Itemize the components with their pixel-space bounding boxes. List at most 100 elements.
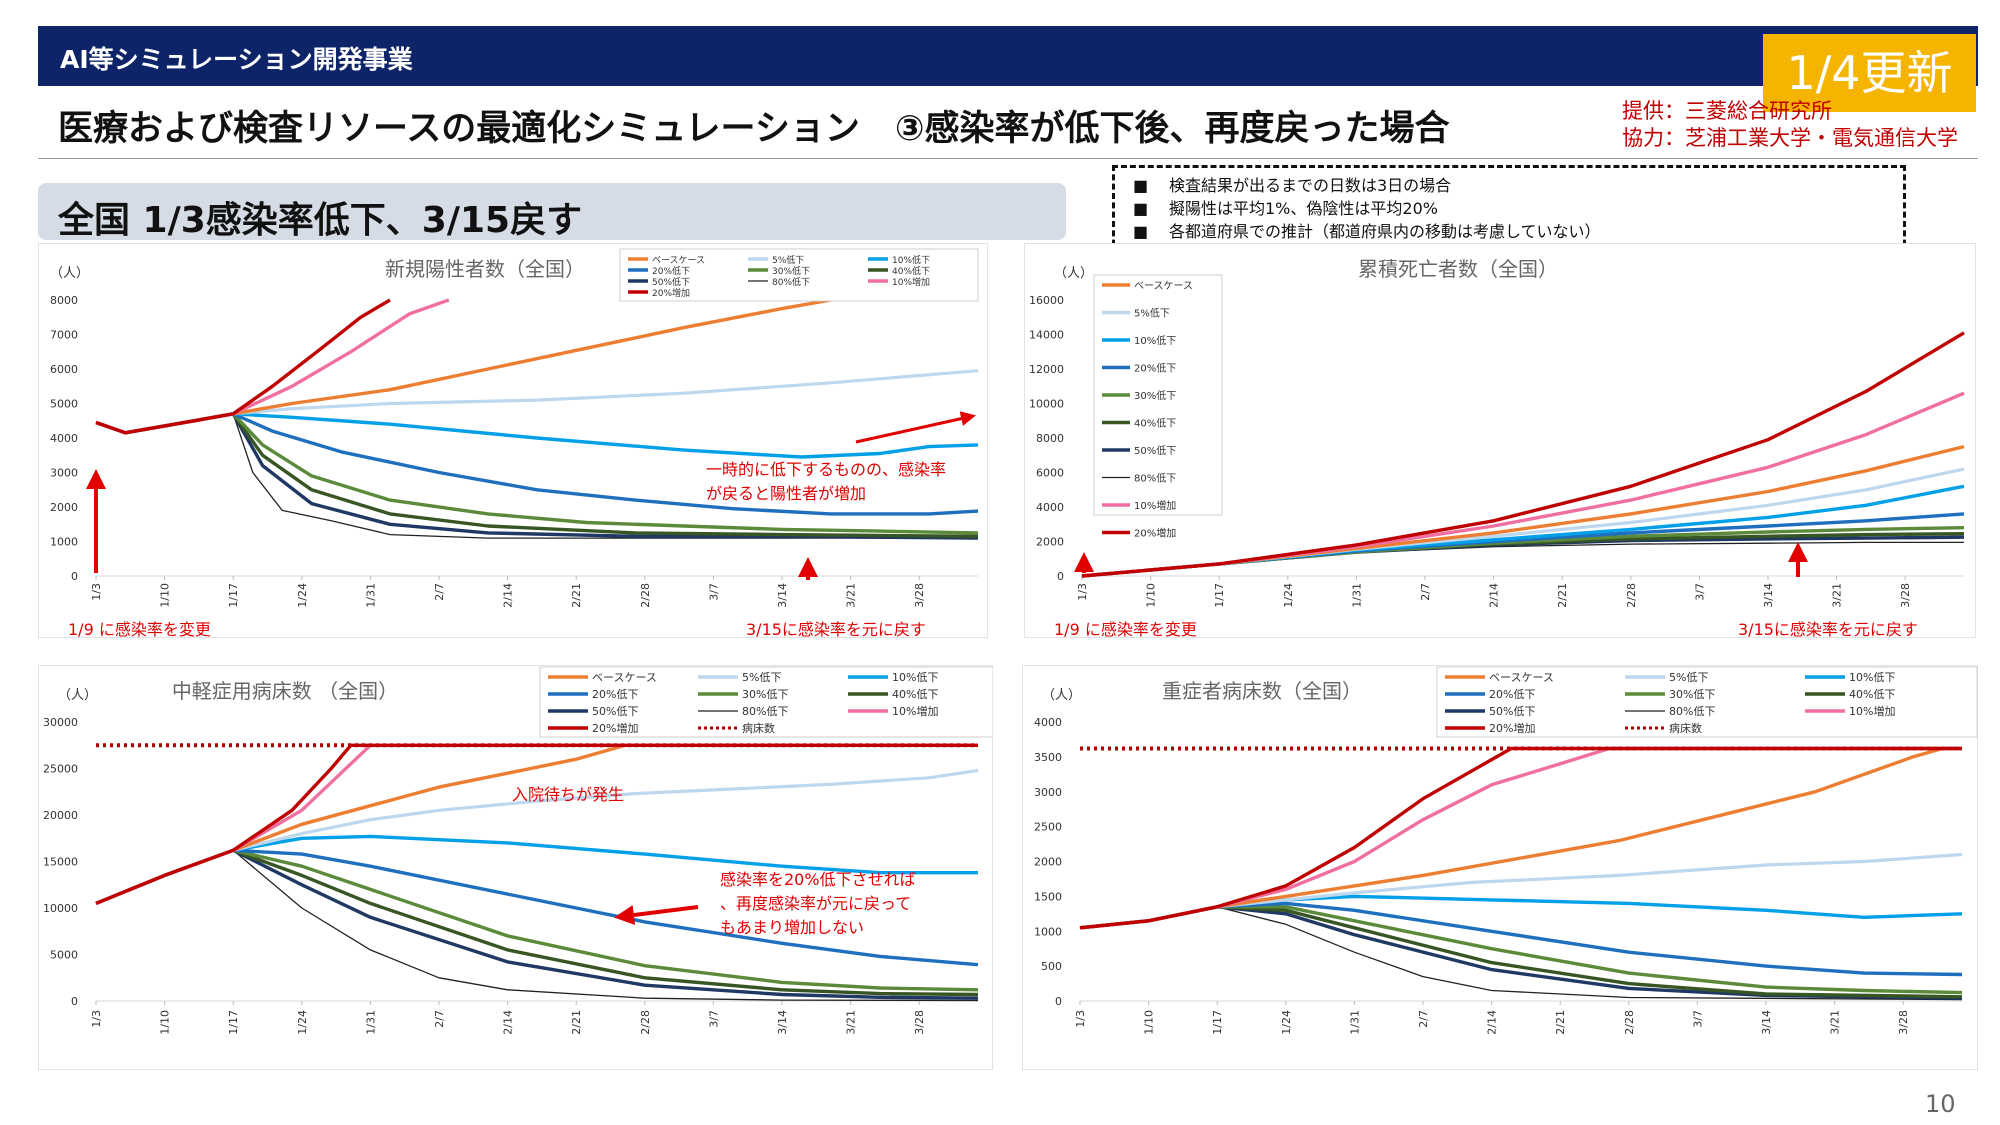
legend-label: 10%増加 bbox=[892, 705, 938, 718]
condition-text: 擬陽性は平均1%、偽陰性は平均20% bbox=[1169, 199, 1438, 218]
y-tick-label: 0 bbox=[1057, 570, 1064, 583]
condition-text: 検査結果が出るまでの日数は3日の場合 bbox=[1169, 176, 1452, 195]
chart-title: 累積死亡者数（全国） bbox=[1358, 257, 1558, 281]
chart-moderate-beds: 中軽症用病床数 （全国） （人） 0 5000 10000 15000 20000 25000… bbox=[38, 665, 993, 1070]
legend-label: 10%低下 bbox=[892, 254, 930, 266]
y-tick-label: 25000 bbox=[43, 763, 78, 776]
y-tick-label: 8000 bbox=[1036, 432, 1064, 445]
x-tick-label: 3/28 bbox=[1899, 583, 1912, 608]
legend-box bbox=[1436, 666, 1978, 738]
x-tick-label: 2/21 bbox=[1554, 1010, 1567, 1035]
x-tick-label: 2/7 bbox=[433, 1010, 446, 1028]
x-tick-label: 2/7 bbox=[1417, 1010, 1430, 1028]
title-divider bbox=[38, 158, 1978, 159]
y-axis-label: （人） bbox=[50, 266, 89, 281]
legend-label: ベースケース bbox=[652, 255, 705, 266]
x-tick-label: 1/24 bbox=[1280, 1010, 1293, 1035]
series-line bbox=[95, 743, 978, 905]
x-tick-label: 1/31 bbox=[364, 583, 377, 608]
x-tick-label: 2/14 bbox=[1488, 583, 1501, 608]
legend-label: 30%低下 bbox=[772, 265, 810, 277]
annotation-arrow bbox=[855, 411, 976, 444]
x-tick-label: 1/31 bbox=[1350, 583, 1363, 608]
y-tick-label: 7000 bbox=[50, 329, 78, 342]
x-tick-label: 1/10 bbox=[1145, 583, 1158, 608]
legend-label: 30%低下 bbox=[742, 688, 788, 701]
y-tick-label: 3000 bbox=[1034, 786, 1062, 799]
y-tick-label: 10000 bbox=[1029, 398, 1064, 411]
y-tick-label: 2500 bbox=[1034, 821, 1062, 834]
y-tick-label: 3500 bbox=[1034, 751, 1062, 764]
legend-label: 50%低下 bbox=[592, 705, 638, 718]
bullet-icon: ■ bbox=[1133, 199, 1149, 218]
y-tick-label: 6000 bbox=[1036, 467, 1064, 480]
series-line bbox=[1079, 746, 1962, 930]
legend-label: 10%低下 bbox=[892, 671, 938, 684]
series-group bbox=[95, 298, 979, 540]
condition-item: ■ 各都道府県での推計（都道府県内の移動は考慮していない） bbox=[1133, 220, 1885, 243]
chart-title: 中軽症用病床数 （全国） bbox=[172, 679, 398, 703]
header-bar: AI等シミュレーション開発事業 1/4更新 bbox=[38, 26, 1978, 112]
provider-text: 提供：三菱総合研究所 bbox=[1622, 99, 1832, 123]
chart-svg: 新規陽性者数（全国） （人） 0 1000 2000 3000 4000 5000 6000 70… bbox=[38, 243, 988, 638]
x-tick-label: 1/17 bbox=[1213, 583, 1226, 608]
y-tick-label: 1500 bbox=[1034, 890, 1062, 903]
legend-label: 10%増加 bbox=[892, 276, 930, 288]
legend-label: ベースケース bbox=[592, 671, 657, 684]
x-tick-label: 2/21 bbox=[570, 583, 583, 608]
series-group bbox=[1081, 331, 1965, 578]
x-tick-label: 1/10 bbox=[159, 1010, 172, 1035]
region-label: 全国 1/3感染率低下、3/15戻す bbox=[58, 200, 583, 241]
legend-label: 10%増加 bbox=[1134, 499, 1176, 512]
x-tick-label: 3/7 bbox=[1693, 583, 1706, 601]
y-tick-label: 14000 bbox=[1029, 329, 1064, 342]
y-tick-label: 1000 bbox=[50, 536, 78, 549]
y-tick-label: 2000 bbox=[1034, 856, 1062, 869]
legend-label: 10%低下 bbox=[1134, 334, 1176, 347]
y-tick-label: 15000 bbox=[43, 856, 78, 869]
legend-label: 80%低下 bbox=[1669, 705, 1715, 718]
x-tick-label: 2/28 bbox=[639, 1010, 652, 1035]
x-tick-label: 3/7 bbox=[707, 1010, 720, 1028]
x-tick-label: 1/3 bbox=[1076, 583, 1089, 601]
series-line bbox=[1081, 331, 1965, 578]
x-tick-label: 2/28 bbox=[639, 583, 652, 608]
y-tick-label: 6000 bbox=[50, 363, 78, 376]
legend-label: 10%低下 bbox=[1849, 671, 1895, 684]
x-tick-label: 2/21 bbox=[570, 1010, 583, 1035]
legend-label: 5%低下 bbox=[1134, 307, 1170, 320]
annotation-text: 感染率を20%低下させれば、再度感染率が元に戻ってもあまり増加しない bbox=[720, 870, 916, 937]
credits: 提供：三菱総合研究所 協力：芝浦工業大学・電気通信大学 bbox=[1622, 98, 1958, 152]
legend-label: 80%低下 bbox=[1134, 472, 1176, 485]
x-tick-label: 3/14 bbox=[1760, 1010, 1773, 1035]
bullet-icon: ■ bbox=[1133, 222, 1149, 241]
x-tick-label: 3/21 bbox=[845, 1010, 858, 1035]
y-axis-label: （人） bbox=[1054, 266, 1093, 281]
legend-label: 病床数 bbox=[1669, 721, 1702, 735]
legend-label: 20%低下 bbox=[592, 688, 638, 701]
legend-label: 5%低下 bbox=[1669, 671, 1708, 684]
legend-label: 病床数 bbox=[742, 721, 775, 735]
x-tick-label: 3/21 bbox=[845, 583, 858, 608]
y-tick-label: 5000 bbox=[50, 949, 78, 962]
x-tick-label: 1/17 bbox=[1211, 1010, 1224, 1035]
x-tick-label: 2/21 bbox=[1556, 583, 1569, 608]
x-tick-label: 2/28 bbox=[1625, 583, 1638, 608]
legend-label: ベースケース bbox=[1134, 280, 1193, 292]
region-banner: 全国 1/3感染率低下、3/15戻す bbox=[38, 183, 1066, 241]
x-tick-label: 1/10 bbox=[159, 583, 172, 608]
y-tick-label: 0 bbox=[71, 995, 78, 1008]
update-badge: 1/4更新 bbox=[1763, 34, 1976, 112]
x-tick-label: 3/28 bbox=[913, 1010, 926, 1035]
legend-label: 20%低下 bbox=[1489, 688, 1535, 701]
x-tick-label: 3/21 bbox=[1829, 1010, 1842, 1035]
chart-svg: 累積死亡者数（全国） （人） 0 2000 4000 6000 8000 10000 12000… bbox=[1024, 243, 1976, 638]
x-tick-label: 3/14 bbox=[776, 583, 789, 608]
y-tick-label: 3000 bbox=[50, 467, 78, 480]
y-tick-label: 4000 bbox=[50, 432, 78, 445]
annotation-text: 一時的に低下するものの、感染率が戻ると陽性者が増加 bbox=[706, 460, 946, 503]
x-tick-label: 1/24 bbox=[296, 583, 309, 608]
y-tick-label: 12000 bbox=[1029, 363, 1064, 376]
x-tick-label: 1/10 bbox=[1143, 1010, 1156, 1035]
legend-label: 80%低下 bbox=[772, 276, 810, 288]
